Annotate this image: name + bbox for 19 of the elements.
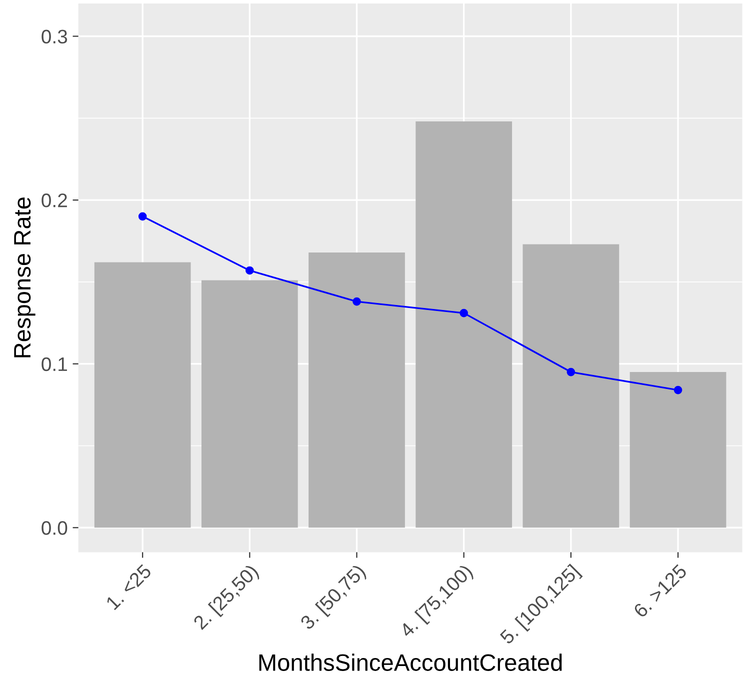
- y-tick-label: 0.1: [42, 357, 67, 372]
- bar: [308, 252, 405, 528]
- point: [246, 266, 254, 275]
- bar: [630, 372, 726, 528]
- x-tick-label: 1. <25: [105, 564, 152, 610]
- bar: [94, 262, 191, 528]
- y-tick-label: 0.2: [42, 194, 67, 208]
- point: [138, 212, 147, 221]
- point: [674, 386, 682, 394]
- point: [460, 308, 468, 318]
- bar: [416, 121, 512, 528]
- bar: [522, 244, 620, 528]
- bar: [201, 280, 298, 528]
- y-axis-title: Response Rate: [14, 198, 36, 358]
- point: [352, 297, 361, 306]
- y-tick-label: 0.3: [42, 30, 68, 44]
- x-axis-title: MonthsSinceAccountCreated: [259, 654, 562, 671]
- y-tick-label: 0.0: [42, 521, 68, 535]
- point: [566, 368, 576, 376]
